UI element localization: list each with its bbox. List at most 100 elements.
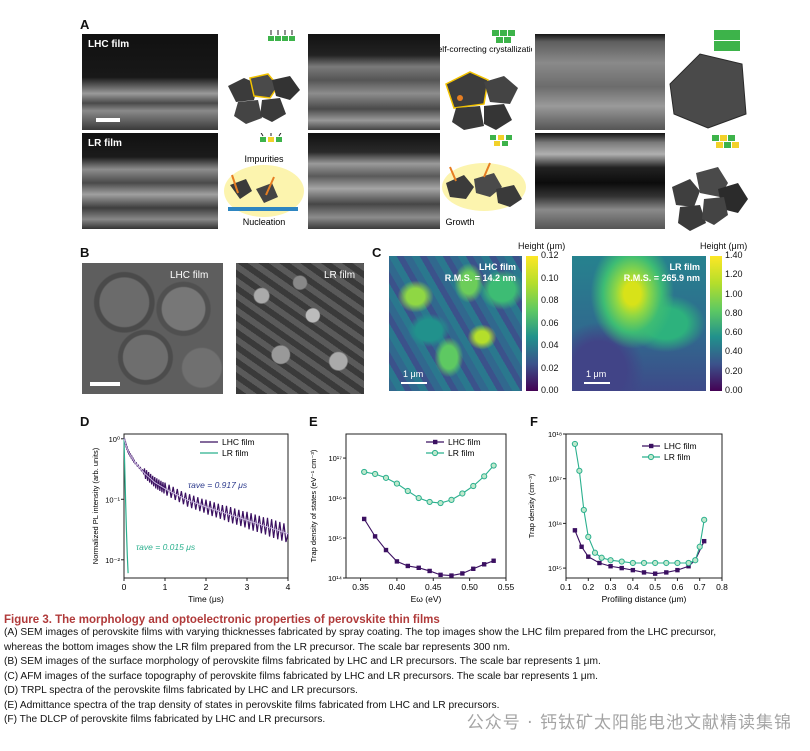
afm-colorbar-title-lr: Height (μm): [700, 241, 748, 251]
x-tick-label: 0.2: [582, 582, 594, 592]
figure-caption: Figure 3. The morphology and optoelectro…: [4, 614, 806, 728]
x-tick-label: 0.55: [498, 582, 515, 592]
scale-bar: [584, 382, 610, 384]
data-point-lhc: [491, 558, 496, 563]
label-impurities: Impurities: [244, 154, 284, 164]
schematic-lr-stage3: [672, 135, 748, 231]
sem-surface-tag-lhc: LHC film: [170, 270, 209, 281]
schematic-lr-stage1: Impurities Nucleation: [224, 133, 304, 227]
colorbar-tick-label: 0.80: [725, 307, 743, 318]
data-point-lr: [393, 480, 401, 487]
data-point-lr: [685, 559, 692, 567]
legend-label: LHC film: [448, 437, 481, 447]
colorbar-tick-label: 0.00: [541, 385, 559, 395]
x-tick-label: 0.7: [694, 582, 706, 592]
caption-line: (E) Admittance spectra of the trap densi…: [4, 699, 500, 711]
x-tick-label: 0.4: [627, 582, 639, 592]
label-nucleation: Nucleation: [243, 217, 286, 227]
sem-tag-lr: LR film: [88, 138, 122, 149]
data-point-lr: [426, 498, 433, 506]
data-point-lr: [481, 473, 488, 480]
legend-label: LR film: [448, 448, 474, 458]
data-point-lhc: [608, 564, 613, 569]
sem-surface-lr: LR film: [236, 263, 364, 394]
y-tick-label: 10¹⁷: [328, 454, 342, 463]
sem-cross-section-lr-thick: [535, 133, 665, 229]
afm-title-lr: LR film: [669, 262, 701, 272]
y-tick-label: 10¹⁴: [328, 574, 342, 583]
x-tick-label: 0: [122, 582, 127, 592]
data-point-lr: [361, 468, 368, 476]
plot-frame: [565, 433, 723, 579]
data-point-lhc: [416, 565, 421, 570]
afm-rms-lhc: R.M.S. = 14.2 nm: [444, 273, 516, 283]
afm-colorbar-lr: [710, 256, 722, 391]
data-point-lr: [371, 470, 379, 478]
data-point-lr: [640, 559, 648, 567]
data-point-lhc: [579, 544, 584, 549]
data-point-lr: [382, 474, 390, 481]
data-point-lhc: [686, 564, 691, 569]
data-point-lhc: [619, 565, 624, 571]
nucleation-icon: [228, 174, 298, 211]
data-point-lr: [580, 506, 587, 514]
impurity-cluster-icon: [490, 135, 512, 146]
data-point-lr: [459, 490, 466, 497]
panel-label-b: B: [80, 245, 90, 260]
schematic-lhc-stage2: Self-correcting crystallization: [440, 30, 532, 130]
colorbar-tick-label: 0.08: [541, 295, 559, 305]
y-tick-label: 10¹⁵: [328, 534, 342, 543]
legend-label: LR film: [664, 452, 690, 462]
legend-label: LHC film: [664, 441, 697, 451]
scale-bar: [90, 382, 120, 386]
label-self-correcting: Self-correcting crystallization: [440, 44, 532, 54]
data-point-lr: [470, 482, 477, 490]
schematic-lhc-stage1: [228, 30, 300, 124]
colorbar-tick-label: 0.04: [541, 340, 559, 350]
x-tick-label: 0.40: [389, 582, 406, 592]
data-point-lhc: [460, 571, 465, 576]
panel-label-c: C: [372, 245, 382, 260]
sem-surface-tag-lr: LR film: [324, 270, 356, 281]
data-point-lhc: [481, 562, 487, 567]
sem-cross-section-lr-mid: [308, 133, 440, 229]
y-tick-label: 10⁻¹: [105, 495, 120, 504]
data-point-lr: [663, 559, 670, 567]
caption-line: whereas the bottom images show the LR fi…: [4, 641, 511, 653]
data-point-lr: [607, 557, 614, 564]
small-grains-icon: [672, 167, 748, 231]
data-point-lr: [674, 559, 681, 567]
colorbar-tick-label: 1.40: [725, 250, 743, 260]
impurity-cluster-icon: [712, 135, 739, 148]
data-point-lhc: [572, 528, 578, 533]
data-point-lhc: [405, 563, 411, 569]
x-tick-label: 0.5: [649, 582, 661, 592]
afm-title-lhc: LHC film: [479, 262, 516, 272]
impurity-cluster-icon: [260, 133, 282, 142]
panel-label-f: F: [530, 414, 538, 429]
data-point-lr: [585, 533, 592, 540]
annotation-tau-lhc: τave = 0.917 μs: [188, 480, 248, 490]
data-point-lr: [490, 462, 497, 469]
data-point-lr: [692, 557, 699, 564]
grain-cluster-icon: [228, 73, 300, 124]
data-point-lr: [598, 554, 605, 561]
afm-rms-lr: R.M.S. = 265.9 nm: [623, 273, 700, 283]
data-point-lr: [448, 496, 455, 503]
growth-icon: [446, 162, 522, 207]
data-point-lr: [591, 549, 599, 556]
x-tick-label: 0.3: [605, 582, 617, 592]
label-growth: Growth: [445, 217, 474, 227]
colorbar-tick-label: 0.40: [725, 346, 743, 357]
colorbar-tick-label: 0.00: [725, 385, 743, 395]
data-point-lr: [696, 543, 703, 550]
data-point-lr: [629, 559, 636, 567]
data-point-lr: [437, 499, 444, 507]
colorbar-tick-label: 0.60: [725, 327, 743, 338]
x-tick-label: 2: [204, 582, 209, 592]
data-point-lhc: [641, 570, 647, 575]
y-tick-label: 10¹⁸: [548, 430, 562, 439]
afm-colorbar-lhc: [526, 256, 538, 391]
data-point-lhc: [701, 538, 707, 544]
legend-label: LR film: [222, 448, 248, 458]
